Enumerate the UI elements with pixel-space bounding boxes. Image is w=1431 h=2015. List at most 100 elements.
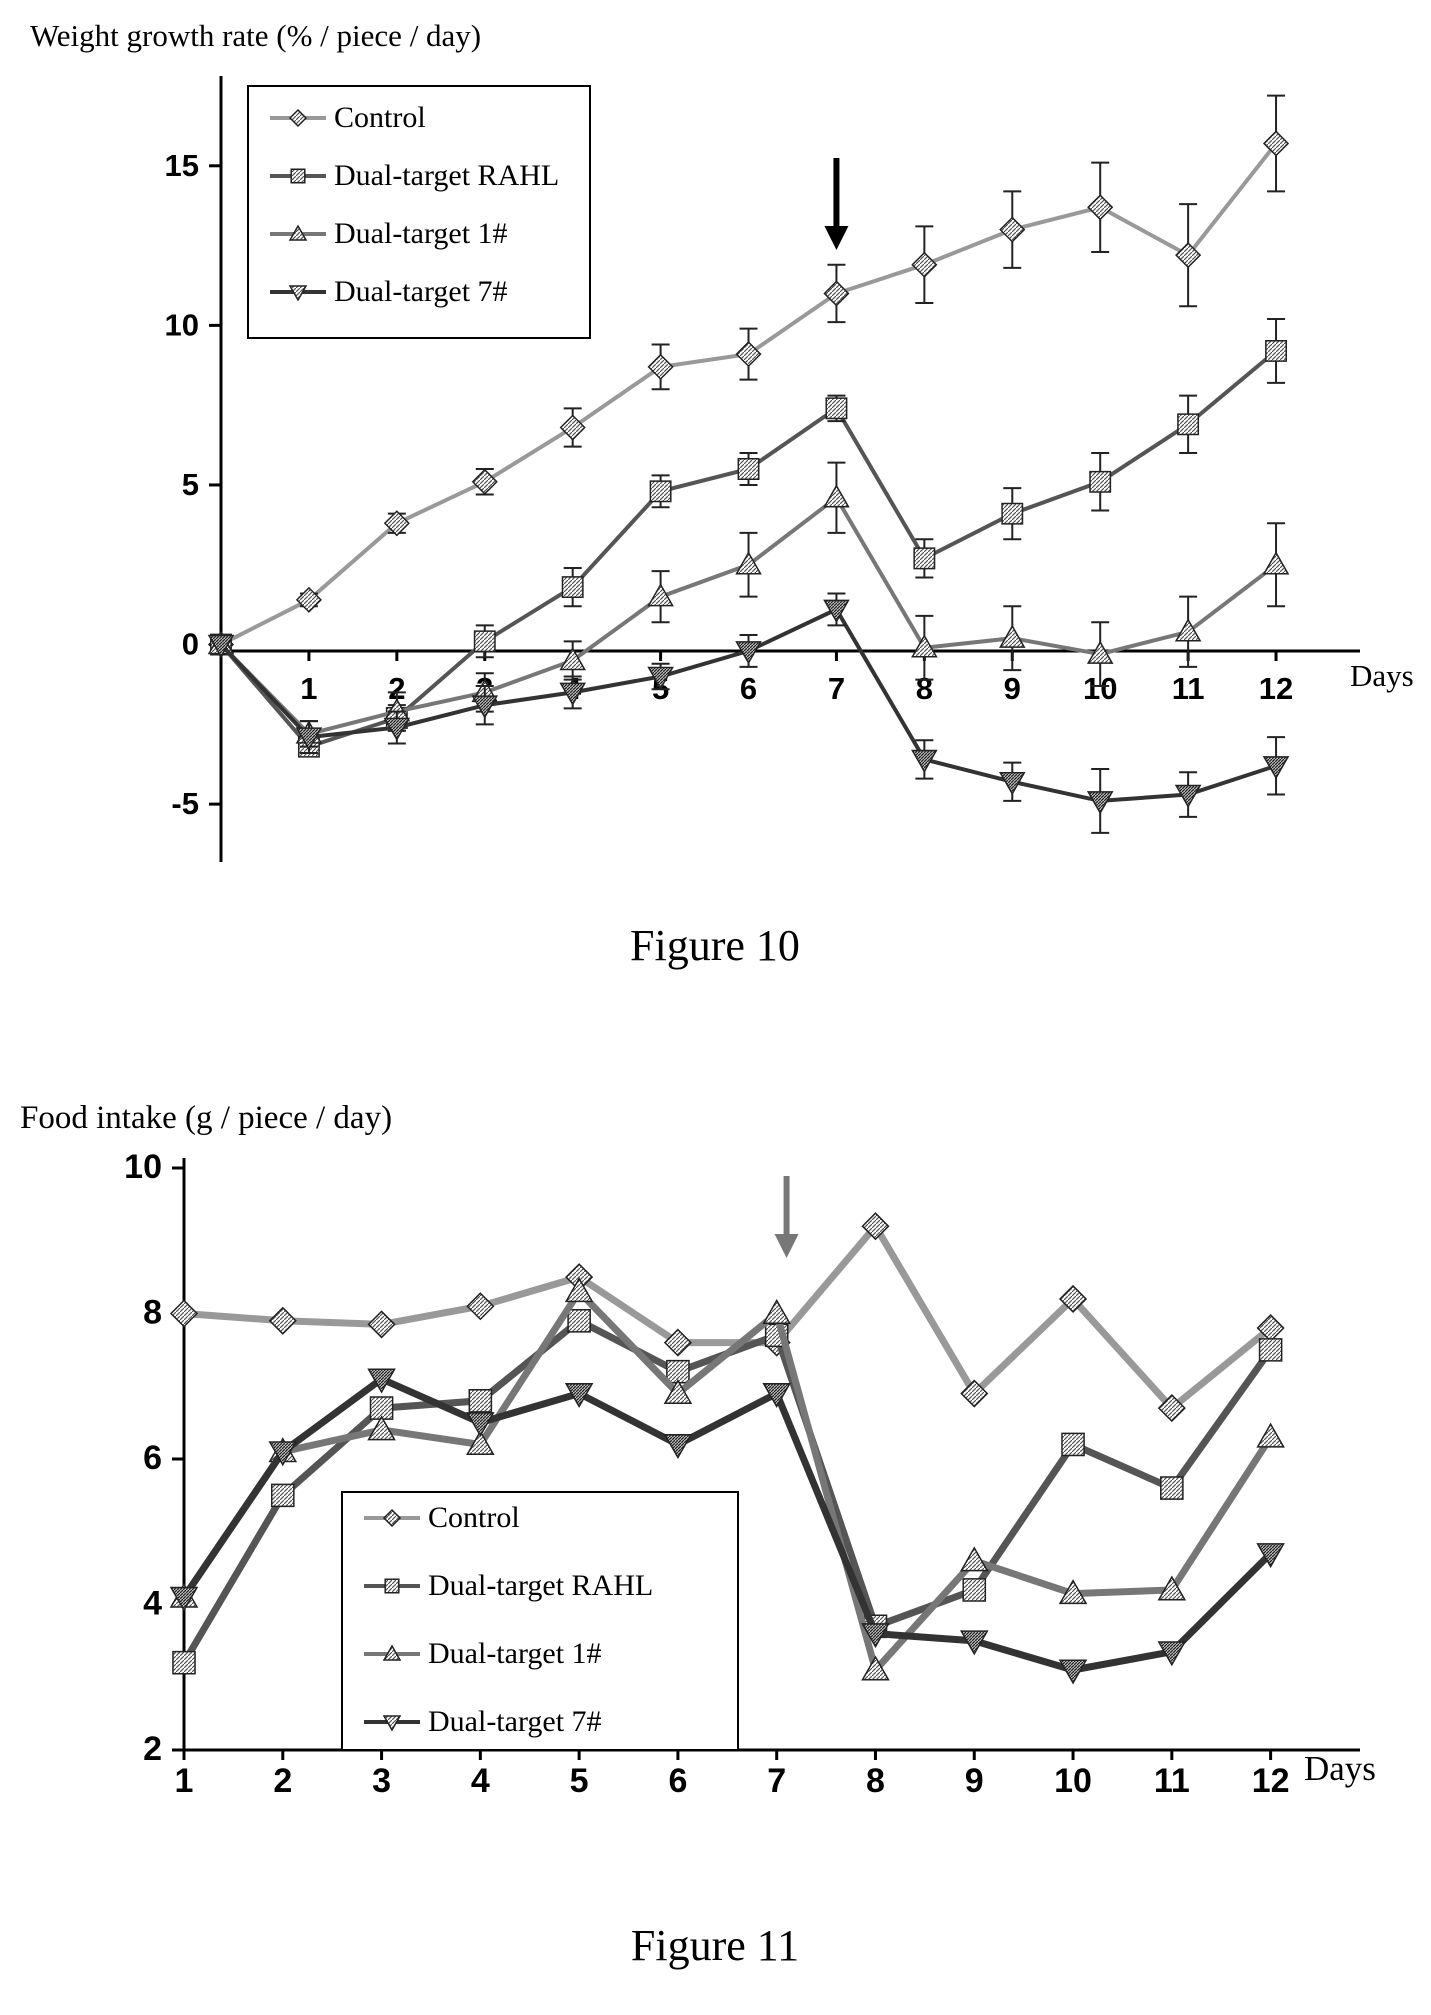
x-tick-label: 2: [273, 1762, 292, 1800]
data-point: [1089, 470, 1112, 493]
legend: Control Dual-target RAHL Dual-target 1# Dua…: [341, 1491, 739, 1751]
series-line: [181, 1286, 1274, 1678]
legend-swatch-marker: [290, 168, 306, 184]
data-point: [959, 1630, 989, 1656]
data-point: [663, 1328, 692, 1357]
data-point: [1086, 791, 1114, 815]
x-tick-label: 12: [1259, 671, 1293, 706]
x-tick-label: 6: [668, 1762, 687, 1800]
figure-10-chart: Weight growth rate (% / piece / day) -5 0 5…: [30, 18, 1414, 970]
x-tick-label: 7: [828, 671, 845, 706]
data-point: [471, 695, 499, 719]
data-point: [959, 1546, 989, 1572]
data-point: [466, 1429, 495, 1455]
x-tick-label: 2: [388, 671, 405, 706]
data-point: [647, 666, 674, 690]
data-point: [473, 630, 496, 653]
data-point: [369, 1396, 394, 1420]
legend-entry: Dual-target RAHL: [334, 159, 559, 192]
legend-entry: Dual-target 1#: [428, 1637, 602, 1670]
legend-entry: Control: [428, 1501, 520, 1534]
y-tick-label: 15: [165, 148, 199, 183]
data-point: [466, 1292, 495, 1321]
x-tick-label: 3: [372, 1762, 391, 1800]
data-point: [1058, 1579, 1088, 1605]
data-point: [735, 551, 762, 575]
x-tick-label: 8: [866, 1762, 885, 1800]
data-point: [735, 641, 762, 665]
x-tick-label: 1: [175, 1762, 194, 1800]
data-point: [735, 341, 762, 368]
data-point: [383, 717, 411, 742]
data-point: [561, 576, 584, 599]
data-point: [471, 468, 498, 495]
data-point: [207, 634, 235, 659]
data-point: [1157, 1575, 1187, 1601]
data-point: [1157, 1641, 1187, 1667]
data-point: [1086, 640, 1114, 664]
x-tick-label: 6: [740, 671, 757, 706]
data-point: [960, 1379, 989, 1408]
legend-swatch-marker: [382, 1715, 402, 1732]
data-point: [737, 458, 760, 480]
data-point: [1175, 242, 1202, 269]
data-point: [468, 1389, 493, 1413]
data-point: [1262, 130, 1290, 157]
data-point: [1160, 1476, 1184, 1500]
data-point: [911, 251, 938, 278]
data-point: [962, 1578, 987, 1602]
data-point: [1087, 194, 1114, 221]
data-point: [1265, 339, 1287, 362]
data-point: [911, 749, 938, 773]
legend-entry: Dual-target 7#: [334, 275, 508, 308]
data-point: [466, 1412, 495, 1438]
figure-caption: Figure 11: [631, 1921, 799, 1970]
data-point: [825, 397, 848, 420]
legend-swatch-marker: [382, 1508, 402, 1528]
legend-entry: Dual-target 7#: [428, 1705, 602, 1738]
data-point: [1174, 784, 1202, 809]
x-tick-label: 9: [1004, 671, 1021, 706]
y-tick-label: 2: [143, 1730, 162, 1768]
data-point: [647, 353, 674, 380]
data-point: [564, 1383, 594, 1409]
x-tick-label: 4: [471, 1762, 490, 1800]
series-line: [183, 1220, 1273, 1413]
data-point: [823, 280, 850, 307]
data-point: [861, 1212, 890, 1241]
x-tick-label: 5: [570, 1762, 589, 1800]
data-point: [559, 646, 586, 671]
x-tick-label: 9: [965, 1762, 984, 1800]
data-point: [564, 1277, 594, 1303]
data-point: [647, 583, 674, 607]
y-tick-label: 0: [182, 627, 199, 662]
legend-swatch-marker: [288, 285, 308, 302]
data-point: [1256, 1543, 1285, 1569]
x-axis-label: Days: [1350, 658, 1414, 693]
data-point: [861, 1655, 890, 1681]
legend-swatch-marker: [288, 224, 308, 241]
legend-box: [247, 85, 591, 339]
data-point: [1001, 502, 1024, 525]
x-tick-label: 11: [1154, 1762, 1190, 1800]
figure-caption: Figure 10: [630, 921, 800, 970]
y-tick-label: 4: [143, 1585, 162, 1623]
data-point: [762, 1298, 791, 1324]
data-point: [649, 480, 672, 503]
y-axis-label: Weight growth rate (% / piece / day): [30, 18, 481, 53]
data-point: [998, 772, 1026, 796]
data-point: [383, 510, 410, 537]
data-point: [268, 1441, 298, 1467]
x-tick-label: 10: [1054, 1762, 1092, 1800]
data-point: [169, 1299, 199, 1328]
data-point: [1262, 756, 1290, 780]
data-point: [861, 1623, 890, 1649]
data-point: [270, 1483, 295, 1508]
data-point: [1256, 1422, 1285, 1448]
y-axis-label: Food intake (g / piece / day): [20, 1100, 392, 1136]
data-point: [367, 1368, 396, 1394]
data-point: [367, 1310, 396, 1339]
y-tick-label: 10: [165, 307, 199, 342]
